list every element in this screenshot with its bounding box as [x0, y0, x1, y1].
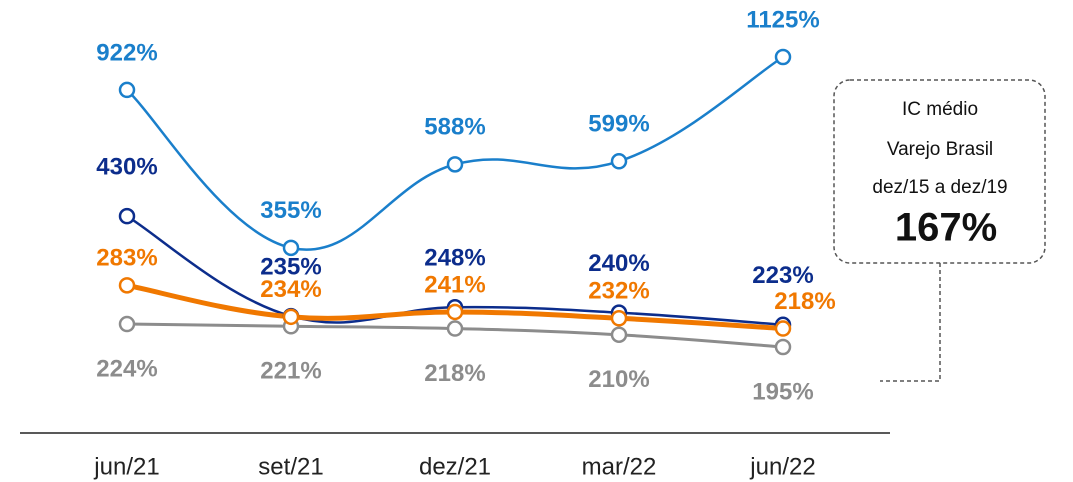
point-marker: [118, 277, 136, 294]
point-marker: [774, 338, 792, 356]
x-tick-label: set/21: [258, 453, 323, 480]
x-tick-label: mar/22: [582, 453, 657, 480]
point-marker: [774, 320, 792, 337]
data-label: 922%: [96, 39, 157, 66]
data-label: 241%: [424, 271, 485, 298]
data-label: 283%: [96, 245, 157, 272]
data-label: 210%: [588, 366, 649, 393]
point-marker: [446, 320, 464, 337]
data-label: 224%: [96, 355, 157, 382]
data-label: 599%: [588, 111, 649, 138]
annotation-value: 167%: [895, 206, 997, 250]
data-label: 232%: [588, 278, 649, 305]
data-label: 221%: [260, 358, 321, 385]
series-line: [126, 55, 784, 251]
point-marker: [610, 153, 628, 170]
data-label: 355%: [260, 197, 321, 224]
x-tick-label: dez/21: [419, 453, 491, 480]
data-label: 223%: [752, 262, 813, 289]
data-label: 234%: [260, 276, 321, 303]
x-tick-label: jun/21: [93, 453, 159, 480]
data-label: 248%: [424, 245, 485, 272]
point-marker: [610, 310, 628, 327]
point-marker: [118, 81, 136, 99]
point-marker: [282, 308, 300, 326]
point-marker: [118, 207, 136, 225]
data-label: 240%: [588, 250, 649, 277]
data-label: 235%: [260, 253, 321, 280]
annotation-text: dez/15 a dez/19: [872, 177, 1007, 198]
x-tick-label: jun/22: [749, 453, 815, 480]
point-marker: [774, 48, 792, 66]
annotation-text: IC médio: [902, 99, 978, 120]
data-label: 218%: [424, 360, 485, 387]
data-label: 195%: [752, 378, 813, 405]
data-label: 218%: [774, 288, 835, 315]
point-marker: [610, 326, 628, 343]
data-label: 1125%: [746, 6, 819, 33]
annotation-text: Varejo Brasil: [887, 139, 993, 160]
data-label: 430%: [96, 153, 157, 180]
annotation-connector: [880, 263, 941, 382]
point-marker: [118, 315, 136, 333]
data-label: 588%: [424, 114, 485, 141]
point-marker: [446, 156, 464, 173]
point-marker: [446, 303, 464, 321]
point-marker: [282, 239, 300, 257]
